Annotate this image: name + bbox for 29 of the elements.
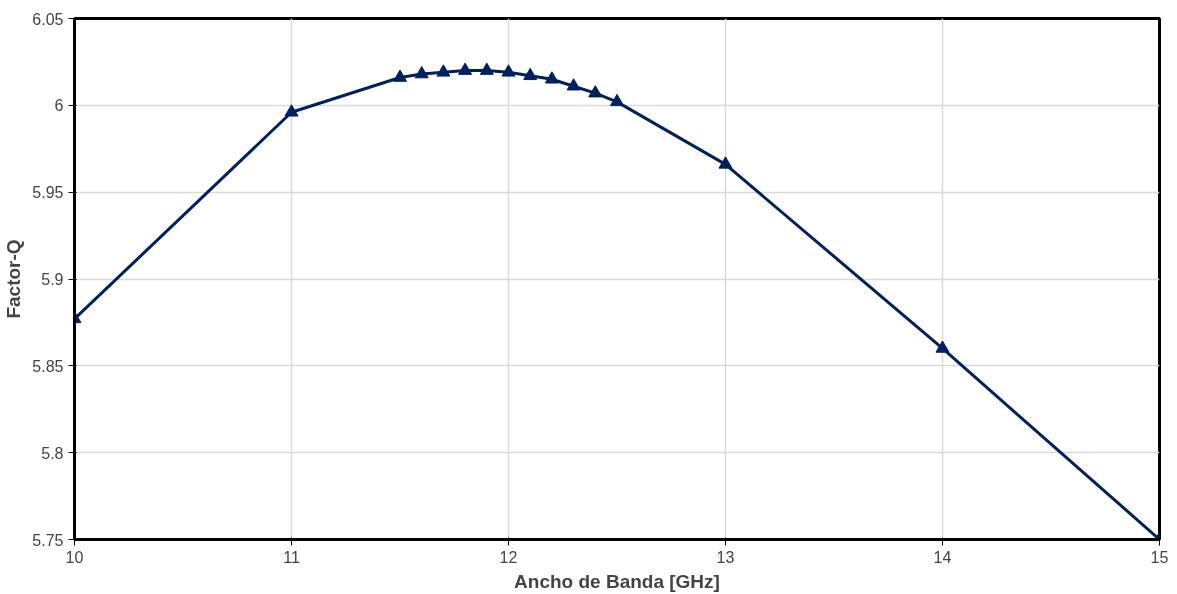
point — [544, 71, 559, 84]
point — [610, 93, 624, 107]
x-tick-label: 10 — [65, 548, 84, 566]
y-axis-title: Factor-Q — [3, 239, 25, 319]
point — [414, 66, 429, 79]
point — [436, 64, 451, 77]
point — [588, 85, 603, 98]
point — [718, 156, 733, 169]
y-tick-label: 5.75 — [32, 531, 64, 549]
point — [523, 67, 538, 81]
x-tick-label: 14 — [933, 548, 952, 566]
y-tick-label: 5.85 — [32, 357, 64, 375]
x-tick-label: 12 — [499, 548, 518, 566]
y-tick-label: 5.8 — [41, 444, 64, 462]
point — [284, 104, 299, 117]
point — [393, 69, 407, 82]
y-tick-label: 5.95 — [32, 184, 64, 202]
y-tick-label: 6 — [54, 97, 64, 115]
point — [501, 64, 516, 77]
x-tick-label: 15 — [1150, 548, 1169, 566]
point — [935, 340, 950, 353]
x-tick-label: 11 — [283, 548, 300, 566]
point — [479, 62, 494, 75]
point — [458, 62, 473, 75]
x-axis-title: Ancho de Banda [GHz] — [514, 570, 720, 592]
x-tick-label: 13 — [716, 548, 735, 566]
point — [566, 78, 581, 91]
y-tick-label: 5.9 — [41, 271, 64, 288]
y-tick-label: 6.05 — [32, 10, 64, 28]
